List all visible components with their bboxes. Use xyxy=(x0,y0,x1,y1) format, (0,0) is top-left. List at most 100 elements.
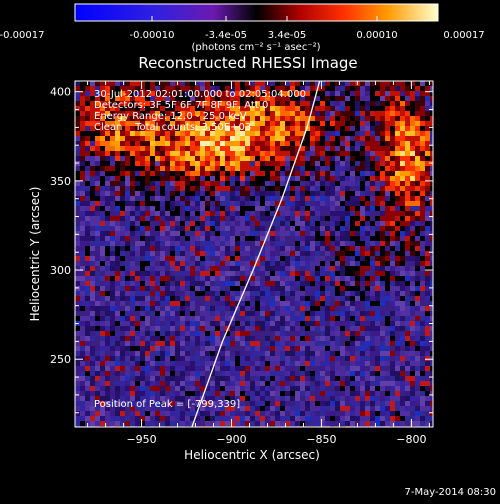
heatmap-cell xyxy=(170,146,176,152)
heatmap-cell xyxy=(350,281,356,287)
heatmap-cell xyxy=(345,226,351,232)
heatmap-cell xyxy=(210,341,216,347)
heatmap-cell xyxy=(180,316,186,322)
heatmap-cell xyxy=(95,356,101,362)
heatmap-cell xyxy=(325,336,331,342)
heatmap-cell xyxy=(80,216,86,222)
heatmap-cell xyxy=(315,106,321,112)
heatmap-cell xyxy=(350,181,356,187)
heatmap-cell xyxy=(155,311,161,317)
heatmap-cell xyxy=(150,351,156,357)
heatmap-cell xyxy=(330,141,336,147)
heatmap-cell xyxy=(305,161,311,167)
heatmap-cell xyxy=(325,276,331,282)
heatmap-cell xyxy=(180,341,186,347)
heatmap-cell xyxy=(320,336,326,342)
heatmap-cell xyxy=(105,156,111,162)
heatmap-cell xyxy=(120,191,126,197)
heatmap-cell xyxy=(130,146,136,152)
heatmap-cell xyxy=(280,286,286,292)
heatmap-cell xyxy=(155,221,161,227)
heatmap-cell xyxy=(355,106,361,112)
heatmap-cell xyxy=(290,386,296,392)
heatmap-cell xyxy=(385,121,391,127)
heatmap-cell xyxy=(265,211,271,217)
heatmap-cell xyxy=(265,311,271,317)
heatmap-cell xyxy=(205,346,211,352)
heatmap-cell xyxy=(275,336,281,342)
heatmap-cell xyxy=(300,321,306,327)
heatmap-cell xyxy=(340,366,346,372)
heatmap-cell xyxy=(170,211,176,217)
heatmap-cell xyxy=(340,316,346,322)
heatmap-cell xyxy=(195,196,201,202)
heatmap-cell xyxy=(90,421,96,427)
heatmap-cell xyxy=(145,146,151,152)
heatmap-cell xyxy=(330,381,336,387)
heatmap-cell xyxy=(160,366,166,372)
heatmap-cell xyxy=(130,191,136,197)
heatmap-cell xyxy=(425,86,431,92)
heatmap-cell xyxy=(205,361,211,367)
heatmap-cell xyxy=(85,201,91,207)
heatmap-cell xyxy=(240,216,246,222)
heatmap-cell xyxy=(410,281,416,287)
heatmap-cell xyxy=(320,341,326,347)
heatmap-cell xyxy=(415,381,421,387)
heatmap-cell xyxy=(245,211,251,217)
heatmap-cell xyxy=(270,241,276,247)
heatmap-cell xyxy=(195,241,201,247)
heatmap-cell xyxy=(380,356,386,362)
heatmap-cell xyxy=(370,141,376,147)
heatmap-cell xyxy=(385,196,391,202)
heatmap-cell xyxy=(385,151,391,157)
heatmap-cell xyxy=(330,371,336,377)
heatmap-cell xyxy=(360,206,366,212)
heatmap-cell xyxy=(85,126,91,132)
heatmap-cell xyxy=(130,381,136,387)
heatmap-cell xyxy=(400,296,406,302)
heatmap-cell xyxy=(295,286,301,292)
heatmap-cell xyxy=(255,416,261,422)
heatmap-cell xyxy=(190,241,196,247)
heatmap-cell xyxy=(415,96,421,102)
heatmap-cell xyxy=(130,181,136,187)
heatmap-cell xyxy=(260,321,266,327)
heatmap-cell xyxy=(100,186,106,192)
heatmap-cell xyxy=(410,376,416,382)
heatmap-cell xyxy=(90,151,96,157)
heatmap-cell xyxy=(150,161,156,167)
heatmap-cell xyxy=(240,391,246,397)
heatmap-cell xyxy=(425,331,431,337)
heatmap-cell xyxy=(165,201,171,207)
heatmap-cell xyxy=(270,191,276,197)
heatmap-cell xyxy=(145,141,151,147)
heatmap-cell xyxy=(365,331,371,337)
heatmap-cell xyxy=(415,366,421,372)
heatmap-cell xyxy=(80,151,86,157)
heatmap-cell xyxy=(120,356,126,362)
heatmap-cell xyxy=(265,241,271,247)
heatmap-cell xyxy=(305,246,311,252)
heatmap-cell xyxy=(290,116,296,122)
heatmap-cell xyxy=(365,381,371,387)
heatmap-cell xyxy=(325,416,331,422)
heatmap-cell xyxy=(295,416,301,422)
heatmap-cell xyxy=(290,106,296,112)
heatmap-cell xyxy=(250,341,256,347)
heatmap-cell xyxy=(355,416,361,422)
heatmap-cell xyxy=(300,106,306,112)
heatmap-cell xyxy=(85,101,91,107)
heatmap-cell xyxy=(385,311,391,317)
heatmap-cell xyxy=(380,96,386,102)
heatmap-cell xyxy=(370,221,376,227)
heatmap-cell xyxy=(180,326,186,332)
heatmap-cell xyxy=(415,86,421,92)
heatmap-cell xyxy=(155,411,161,417)
heatmap-cell xyxy=(375,406,381,412)
heatmap-cell xyxy=(110,366,116,372)
heatmap-cell xyxy=(160,411,166,417)
heatmap-cell xyxy=(220,371,226,377)
heatmap-cell xyxy=(385,131,391,137)
heatmap-cell xyxy=(245,356,251,362)
